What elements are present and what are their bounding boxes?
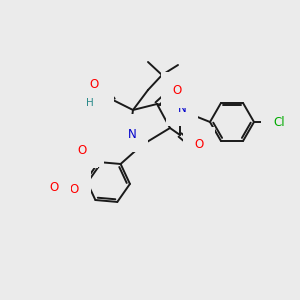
Text: O: O [172, 83, 182, 97]
Text: O: O [89, 79, 99, 92]
Text: O: O [93, 100, 103, 112]
Text: Cl: Cl [273, 116, 285, 128]
Text: H: H [122, 124, 130, 134]
Text: O: O [77, 144, 86, 157]
Text: O: O [50, 181, 59, 194]
Text: O: O [83, 142, 92, 156]
Text: H: H [77, 139, 85, 149]
Text: N: N [128, 128, 136, 140]
Text: H: H [70, 143, 78, 153]
Text: N: N [178, 101, 186, 115]
Text: O: O [70, 183, 79, 196]
Text: H: H [86, 98, 94, 108]
Text: O: O [194, 139, 204, 152]
